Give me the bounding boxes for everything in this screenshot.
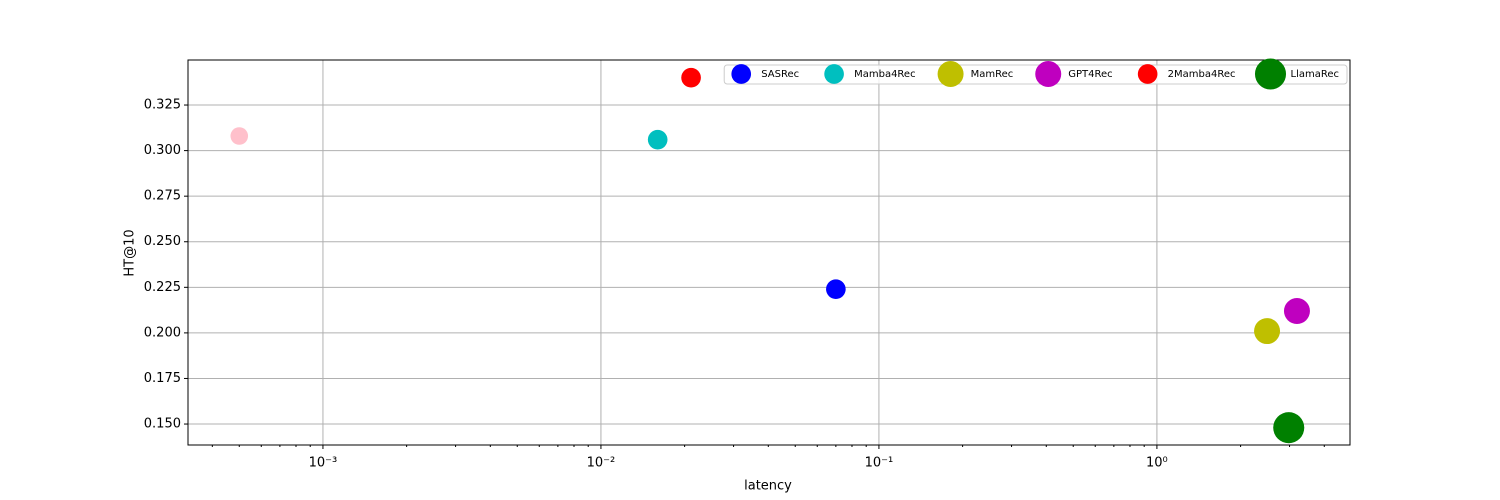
y-tick-label: 0.150	[144, 417, 181, 432]
legend: SASRec Mamba4Rec MamRec GPT4Rec 2Mamba4Rec Ll…	[723, 58, 1348, 90]
legend-label: GPT4Rec	[1068, 69, 1112, 80]
point	[1273, 412, 1305, 444]
legend-label: 2Mamba4Rec	[1168, 69, 1236, 80]
legend-label: SASRec	[761, 69, 799, 80]
y-tick-label: 0.275	[144, 189, 181, 204]
legend-label: Mamba4Rec	[854, 69, 915, 80]
y-tick-label: 0.225	[144, 280, 181, 295]
legend-marker	[731, 64, 752, 84]
point	[826, 279, 846, 299]
legend-marker	[1035, 61, 1062, 87]
point	[1283, 298, 1310, 325]
legend-label: MamRec	[971, 69, 1014, 80]
y-axis-label: HT@10	[123, 229, 138, 276]
legend-marker	[824, 64, 844, 84]
legend-marker	[1137, 64, 1158, 84]
point	[1254, 318, 1281, 345]
legend-marker	[937, 61, 964, 87]
legend-marker	[1254, 58, 1287, 90]
y-tick-label: 0.325	[144, 98, 181, 113]
x-axis-label: latency	[744, 479, 792, 494]
grid-layer	[188, 60, 1350, 445]
point	[681, 67, 701, 88]
point	[647, 129, 668, 150]
x-tick-label: 10⁻¹	[865, 456, 894, 471]
y-tick-label: 0.200	[144, 325, 181, 340]
y-tick-label: 0.250	[144, 234, 181, 249]
y-tick-label: 0.175	[144, 371, 181, 386]
x-tick-label: 10⁰	[1146, 456, 1168, 471]
legend-label: LlamaRec	[1291, 69, 1340, 80]
point	[230, 127, 249, 145]
plot-frame	[187, 59, 1351, 446]
y-tick-label: 0.300	[144, 143, 181, 158]
x-tick-label: 10⁻³	[309, 456, 338, 471]
x-tick-label: 10⁻²	[587, 456, 616, 471]
